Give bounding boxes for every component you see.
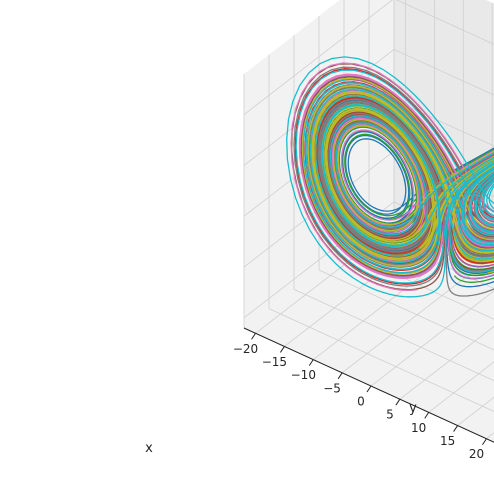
grid-z-back: [393, 49, 494, 96]
x-tick-mark: [308, 359, 314, 366]
x-axis-label: x: [145, 441, 153, 456]
x-tick-label: 15: [440, 434, 455, 448]
x-tick-mark: [395, 398, 401, 406]
x-tick-label: −10: [291, 368, 316, 382]
series-lines: [286, 56, 494, 298]
x-tick-mark: [424, 412, 430, 419]
x-tick-mark: [279, 346, 285, 353]
x-tick-mark: [337, 372, 343, 380]
floor-pane: [244, 212, 494, 443]
x-tick-label: 20: [469, 447, 484, 461]
tick-marks: [251, 332, 487, 446]
tick-labels: −20−15−10−505101520−30−20−10010203001020…: [233, 342, 484, 461]
grid-y-floor: [268, 308, 494, 412]
grid-z-back: [396, 0, 494, 45]
x-tick-mark: [251, 332, 256, 340]
x-tick-label: −20: [233, 342, 258, 356]
x-tick-mark: [482, 438, 487, 446]
grid-y-floor: [293, 288, 494, 382]
series-line-10: [286, 56, 494, 298]
grid-y-floor: [318, 269, 494, 351]
x-tick-label: −5: [323, 381, 341, 395]
x-tick-label: 0: [357, 395, 365, 409]
series-line-7: [290, 62, 494, 291]
grid-z-left: [243, 0, 393, 115]
x-tick-label: −15: [262, 355, 287, 369]
x-tick-mark: [453, 425, 459, 432]
x-tick-label: 5: [386, 408, 394, 422]
x-tick-mark: [366, 385, 372, 393]
x-tick-label: 10: [411, 421, 426, 435]
y-axis-label: y: [409, 401, 417, 416]
